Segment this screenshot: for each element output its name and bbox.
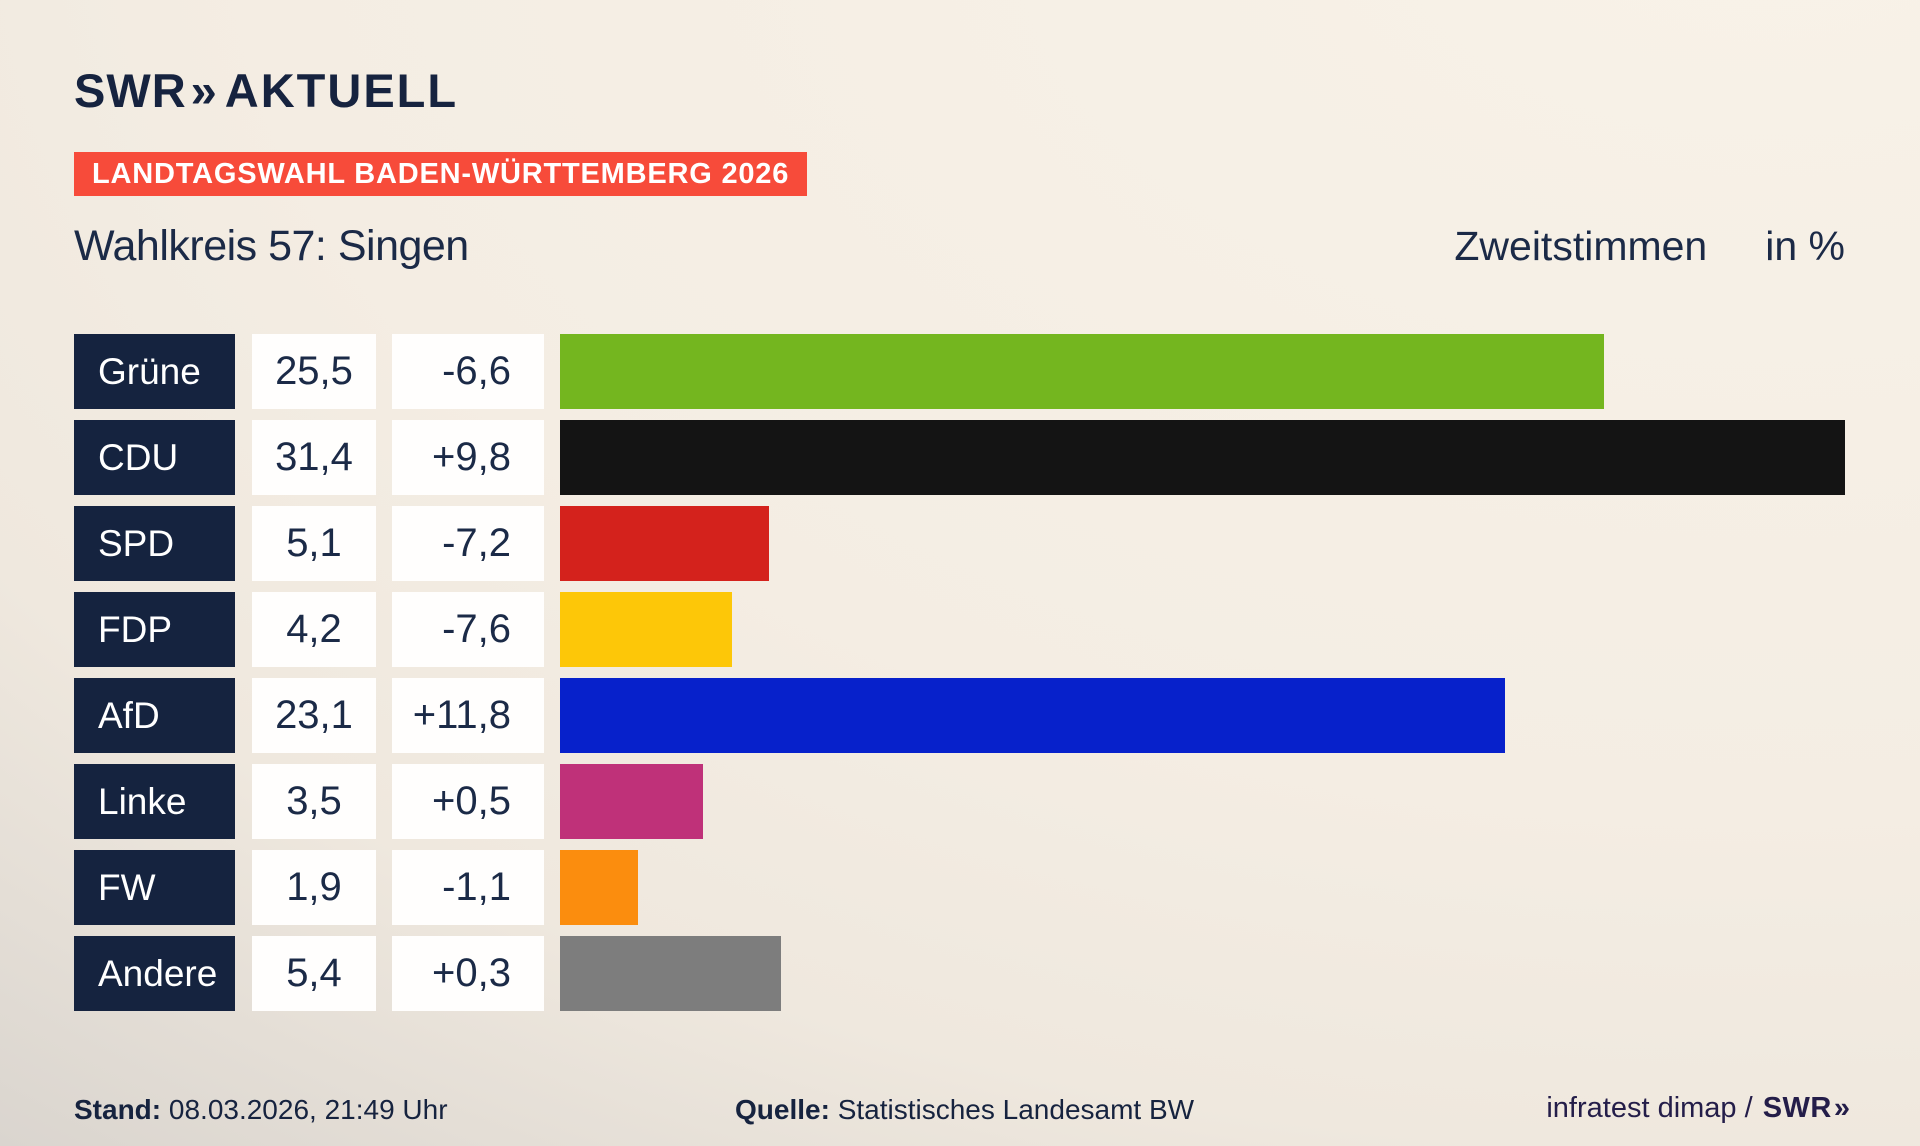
result-bar bbox=[560, 850, 638, 925]
bar-track bbox=[560, 506, 1845, 581]
party-label: FDP bbox=[74, 592, 235, 667]
party-row: FW 1,9 -1,1 bbox=[74, 850, 1845, 925]
result-bar bbox=[560, 678, 1506, 753]
result-bar bbox=[560, 334, 1604, 409]
timestamp-value: 08.03.2026, 21:49 Uhr bbox=[161, 1094, 448, 1125]
change-value: +0,5 bbox=[392, 764, 544, 839]
change-value: -6,6 bbox=[392, 334, 544, 409]
party-row: SPD 5,1 -7,2 bbox=[74, 506, 1845, 581]
party-label: AfD bbox=[74, 678, 235, 753]
change-value: -7,6 bbox=[392, 592, 544, 667]
party-label: Andere bbox=[74, 936, 235, 1011]
result-value: 31,4 bbox=[252, 420, 376, 495]
bar-track bbox=[560, 420, 1845, 495]
party-row: AfD 23,1 +11,8 bbox=[74, 678, 1845, 753]
election-banner: LANDTAGSWAHL BADEN-WÜRTTEMBERG 2026 bbox=[74, 152, 808, 196]
result-value: 23,1 bbox=[252, 678, 376, 753]
result-value: 4,2 bbox=[252, 592, 376, 667]
result-bar bbox=[560, 506, 769, 581]
timestamp-label: Stand: bbox=[74, 1094, 162, 1125]
result-value: 3,5 bbox=[252, 764, 376, 839]
footer: Stand: 08.03.2026, 21:49 Uhr Quelle: Sta… bbox=[74, 1092, 1850, 1134]
measure-label: Zweitstimmen bbox=[1454, 223, 1708, 269]
double-chevron-icon: » bbox=[190, 64, 217, 117]
bar-track bbox=[560, 850, 1845, 925]
party-row: CDU 31,4 +9,8 bbox=[74, 420, 1845, 495]
result-value: 5,4 bbox=[252, 936, 376, 1011]
party-label: CDU bbox=[74, 420, 235, 495]
party-row: FDP 4,2 -7,6 bbox=[74, 592, 1845, 667]
party-label: Grüne bbox=[74, 334, 235, 409]
measure-labels: Zweitstimmen in % bbox=[1454, 223, 1845, 270]
result-bar bbox=[560, 936, 781, 1011]
result-value: 25,5 bbox=[252, 334, 376, 409]
source: Quelle: Statistisches Landesamt BW bbox=[735, 1094, 1194, 1126]
subheader: Wahlkreis 57: Singen Zweitstimmen in % bbox=[74, 222, 1845, 271]
party-row: Linke 3,5 +0,5 bbox=[74, 764, 1845, 839]
result-bar bbox=[560, 420, 1845, 495]
result-value: 5,1 bbox=[252, 506, 376, 581]
footer-logo-swr-text: SWR bbox=[1762, 1092, 1832, 1124]
bar-track bbox=[560, 678, 1845, 753]
bar-track bbox=[560, 764, 1845, 839]
party-row: Andere 5,4 +0,3 bbox=[74, 936, 1845, 1011]
party-label: FW bbox=[74, 850, 235, 925]
result-value: 1,9 bbox=[252, 850, 376, 925]
infographic: SWR » AKTUELL LANDTAGSWAHL BADEN-WÜRTTEM… bbox=[0, 66, 1920, 1146]
party-label: Linke bbox=[74, 764, 235, 839]
result-bar bbox=[560, 764, 704, 839]
footer-double-chevron-icon: » bbox=[1833, 1092, 1850, 1124]
party-row: Grüne 25,5 -6,6 bbox=[74, 334, 1845, 409]
source-label: Quelle: bbox=[735, 1094, 830, 1125]
change-value: -7,2 bbox=[392, 506, 544, 581]
bar-track bbox=[560, 936, 1845, 1011]
swr-footer-logo: SWR » bbox=[1762, 1092, 1850, 1125]
change-value: +0,3 bbox=[392, 936, 544, 1011]
bar-track bbox=[560, 592, 1845, 667]
bar-track bbox=[560, 334, 1845, 409]
unit-label: in % bbox=[1765, 223, 1845, 269]
constituency-title: Wahlkreis 57: Singen bbox=[74, 222, 469, 270]
bar-chart: Grüne 25,5 -6,6 CDU 31,4 +9,8 SPD 5,1 -7,2 FDP 4,2… bbox=[74, 334, 1845, 1011]
credit: infratest dimap / SWR » bbox=[1546, 1092, 1850, 1125]
party-label: SPD bbox=[74, 506, 235, 581]
result-bar bbox=[560, 592, 732, 667]
change-value: -1,1 bbox=[392, 850, 544, 925]
change-value: +9,8 bbox=[392, 420, 544, 495]
swr-aktuell-logo: SWR » AKTUELL bbox=[74, 66, 1845, 116]
credit-text: infratest dimap / bbox=[1546, 1092, 1753, 1124]
source-value: Statistisches Landesamt BW bbox=[829, 1094, 1195, 1125]
change-value: +11,8 bbox=[392, 678, 544, 753]
logo-aktuell-text: AKTUELL bbox=[224, 64, 459, 117]
timestamp: Stand: 08.03.2026, 21:49 Uhr bbox=[74, 1094, 448, 1126]
logo-swr-text: SWR bbox=[74, 64, 187, 117]
